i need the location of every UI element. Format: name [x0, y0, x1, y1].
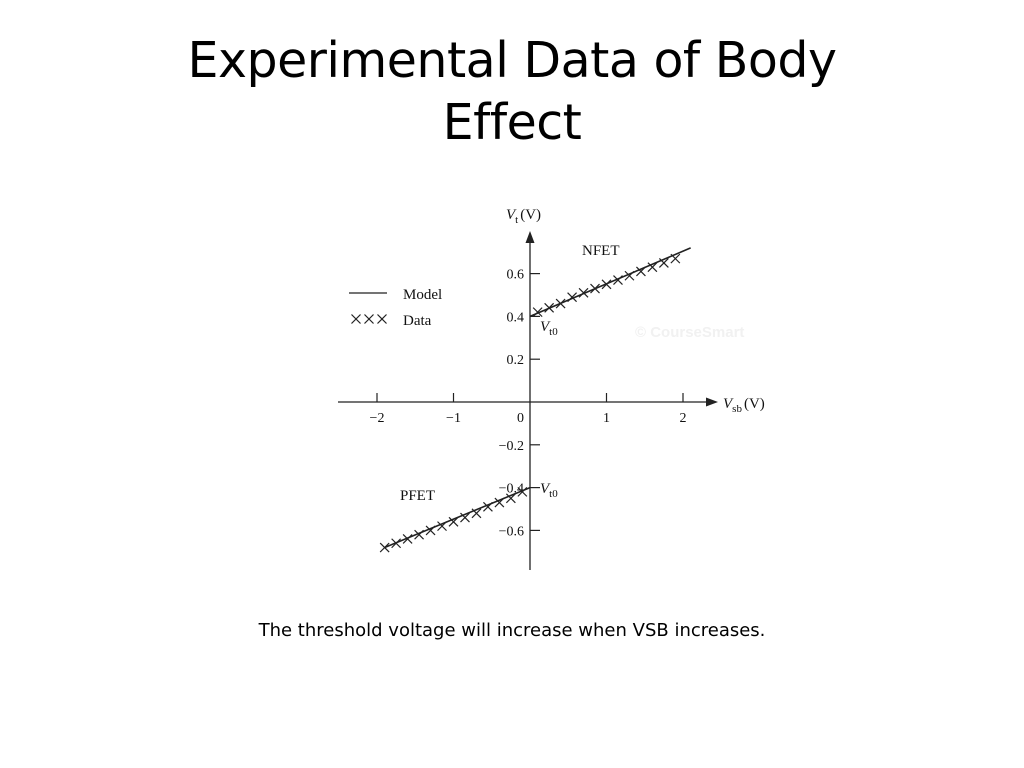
y-axis-arrow: [525, 231, 535, 243]
nfet-vt0-main: V: [540, 319, 551, 335]
x-axis-label-unit: (V): [744, 396, 765, 412]
legend-data-mark-1: [364, 314, 374, 324]
x-axis-label-main: V: [723, 396, 734, 412]
nfet-data-point-11: [658, 257, 669, 268]
y-tick-label-0: 0.6: [507, 268, 525, 283]
y-tick-label-3: −0.2: [499, 439, 524, 454]
pfet-data-point-10: [494, 497, 505, 508]
axes: [338, 231, 718, 570]
slide-title: Experimental Data of Body Effect: [0, 30, 1024, 154]
nfet-vt0-sub: t0: [549, 326, 558, 338]
legend-data-mark-0: [351, 314, 361, 324]
nfet-data-point-5: [590, 283, 600, 294]
pfet-data-point-8: [471, 508, 482, 519]
y-ticks: 0.60.40.2−0.2−0.4−0.6: [499, 268, 540, 539]
nfet-data-point-2: [555, 298, 566, 309]
pfet-vt0-sub: t0: [549, 488, 558, 500]
pfet-data-point-11: [505, 493, 516, 504]
pfet-data-point-2: [402, 534, 413, 544]
y-axis-label-unit: (V): [520, 207, 541, 223]
pfet-vt0-main: V: [540, 481, 551, 497]
series-layer: [379, 247, 691, 553]
legend-data-marks: [351, 314, 387, 324]
legend-data-label: Data: [403, 313, 432, 329]
pfet-data-point-3: [414, 529, 424, 540]
y-tick-label-2: 0.2: [507, 353, 525, 368]
pfet-vt0-label: Vt0: [540, 481, 558, 500]
nfet-data-point-9: [636, 266, 646, 277]
title-line-2: Effect: [442, 94, 582, 151]
nfet-data-point-7: [613, 275, 623, 285]
nfet-data-point-0: [532, 307, 543, 318]
watermark: © CourseSmart: [635, 324, 744, 341]
legend-data-mark-2: [377, 314, 387, 324]
nfet-data-point-3: [567, 292, 577, 303]
nfet-data-point-6: [601, 279, 612, 290]
nfet-model-line: [529, 247, 691, 318]
pfet-series-label: PFET: [400, 488, 435, 504]
y-axis-label-sub: t: [515, 214, 518, 226]
y-tick-label-5: −0.6: [499, 524, 524, 539]
nfet-data-point-1: [544, 302, 555, 313]
pfet-data-point-4: [425, 525, 436, 536]
y-axis-label-main: V: [506, 207, 517, 223]
pfet-data-point-5: [437, 521, 447, 532]
pfet-data-point-7: [460, 512, 470, 523]
pfet-data-point-0: [379, 542, 390, 553]
nfet-vt0-label: Vt0: [540, 319, 558, 338]
nfet-data-point-12: [670, 253, 681, 264]
x-tick-label-2: 0: [517, 411, 524, 426]
x-ticks: −2 −1 0 1 2: [370, 393, 687, 426]
x-tick-label-1: −1: [446, 411, 461, 426]
x-tick-label-3: 1: [603, 411, 610, 426]
nfet-series-label: NFET: [582, 243, 620, 259]
y-axis-label: Vt (V): [506, 207, 541, 226]
nfet-data-point-8: [624, 270, 635, 281]
y-tick-label-1: 0.4: [507, 310, 525, 325]
legend: Model Data: [349, 287, 442, 329]
title-line-1: Experimental Data of Body: [187, 32, 837, 89]
pfet-data-point-9: [483, 501, 493, 512]
x-axis-label: Vsb (V): [723, 396, 765, 415]
nfet-data-point-10: [647, 262, 658, 273]
x-tick-label-0: −2: [370, 411, 385, 426]
x-tick-label-4: 2: [680, 411, 687, 426]
nfet-data-point-4: [578, 287, 589, 298]
pfet-data-point-6: [448, 516, 459, 527]
legend-model-label: Model: [403, 287, 442, 303]
slide-caption: The threshold voltage will increase when…: [258, 620, 766, 641]
x-axis-arrow: [706, 397, 718, 407]
pfet-data-point-1: [391, 538, 402, 549]
x-axis-label-sub: sb: [732, 403, 742, 415]
pfet-data-point-12: [517, 486, 528, 497]
